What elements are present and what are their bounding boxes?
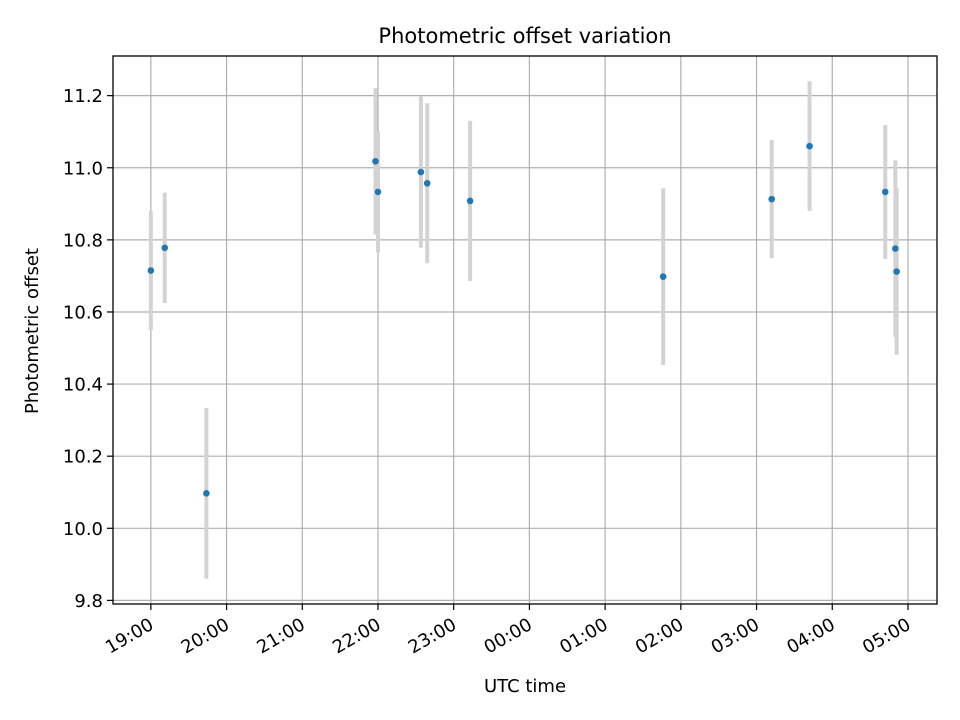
- y-tick-label: 11.0: [63, 158, 103, 179]
- y-tick-label: 11.2: [63, 86, 103, 107]
- y-tick-label: 10.0: [63, 519, 103, 540]
- y-tick-label: 10.8: [63, 230, 103, 251]
- x-axis-ticks: 19:00 20:00 21:00 22:00 23:00 00:00 01:00 02:00…: [102, 604, 914, 658]
- plot-frame: [112, 55, 938, 605]
- y-axis-title: Photometric offset: [22, 248, 43, 414]
- data-point: [417, 168, 425, 176]
- x-tick-label: 23:00: [405, 614, 460, 658]
- y-tick-label: 10.2: [63, 447, 103, 468]
- x-tick-label: 00:00: [480, 614, 535, 658]
- y-tick-label: 9.8: [74, 591, 103, 612]
- data-point: [423, 179, 431, 187]
- data-point: [892, 245, 899, 252]
- error-bars: [148, 81, 899, 579]
- grid: [113, 56, 937, 604]
- x-tick-label: 19:00: [102, 614, 157, 658]
- data-point: [161, 244, 169, 252]
- chart-title: Photometric offset variation: [378, 24, 671, 48]
- x-axis-title: UTC time: [484, 676, 566, 697]
- data-points: [147, 142, 900, 497]
- x-tick-label: 21:00: [253, 614, 308, 658]
- data-point: [806, 142, 813, 150]
- data-point: [466, 197, 474, 205]
- x-tick-label: 04:00: [783, 614, 838, 658]
- x-tick-label: 01:00: [556, 614, 611, 658]
- data-point: [659, 273, 667, 280]
- x-tick-label: 22:00: [329, 614, 384, 658]
- data-point: [374, 188, 382, 196]
- data-point: [372, 157, 379, 165]
- data-point: [881, 188, 889, 196]
- data-point: [768, 195, 775, 203]
- y-tick-label: 10.6: [63, 302, 103, 323]
- data-point: [203, 490, 210, 497]
- data-point: [147, 267, 155, 274]
- x-tick-label: 02:00: [632, 614, 687, 658]
- y-axis-ticks: 9.8 10.0 10.2 10.4 10.6 10.8 11.0 11.2: [63, 86, 113, 612]
- y-tick-label: 10.4: [63, 375, 103, 396]
- data-point: [893, 268, 900, 275]
- x-tick-label: 03:00: [708, 614, 763, 658]
- x-tick-label: 20:00: [178, 614, 233, 658]
- x-tick-label: 05:00: [859, 614, 914, 658]
